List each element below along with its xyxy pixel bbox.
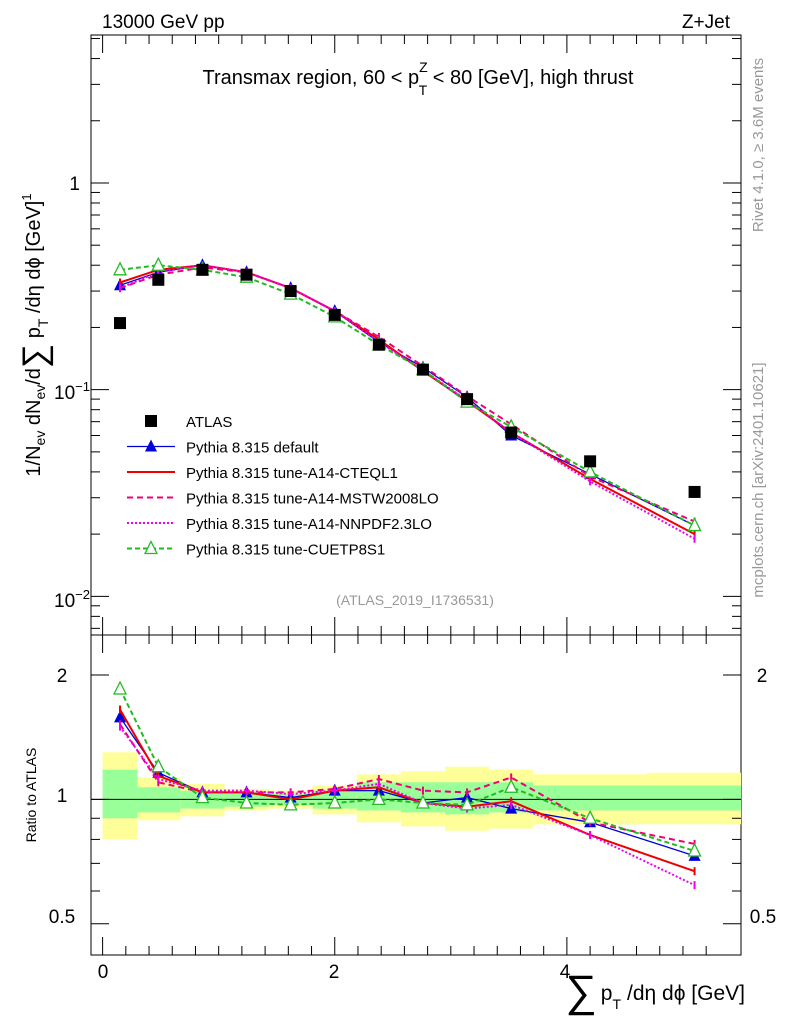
- main-point-atlas-0: [114, 317, 127, 330]
- main-point-atlas-3: [240, 268, 253, 281]
- x-tick-label-2: 2: [329, 962, 340, 983]
- main-point-pythia-8-315-tune-cuetp8s1-0: [112, 261, 128, 276]
- reference-label: (ATLAS_2019_I1736531): [336, 592, 494, 608]
- main-point-pythia-8-315-tune-cuetp8s1-10: [583, 463, 598, 478]
- ratio-point-pythia-8-315-tune-cuetp8s1-1: [151, 758, 166, 773]
- main-point-pythia-8-315-tune-cuetp8s1-1: [151, 256, 166, 271]
- ratio-band-inner-10: [533, 785, 647, 811]
- ratio-point-pythia-8-315-tune-cuetp8s1-10: [583, 809, 598, 824]
- ratio-series-pythia-8-315-tune-cuetp8s1: [112, 680, 702, 857]
- ratio-band-inner-0: [102, 769, 138, 819]
- ratio-line-pythia-8-315-tune-a14-mstw2008lo: [119, 723, 695, 845]
- main-point-atlas-8: [461, 393, 474, 406]
- legend-item-pythia-8-315-tune-a14-mstw2008lo: Pythia 8.315 tune-A14-MSTW2008LO: [127, 491, 439, 508]
- legend-label-pythia-8-315-default: Pythia 8.315 default: [186, 440, 319, 457]
- ratio-point-pythia-8-315-tune-cuetp8s1-9: [504, 778, 519, 793]
- legend-label-pythia-8-315-tune-a14-mstw2008lo: Pythia 8.315 tune-A14-MSTW2008LO: [186, 491, 439, 508]
- main-y-axis-label: 1/Nev dNev/d∑ pT /dη dϕ [GeV]1: [16, 193, 54, 476]
- ratio-point-pythia-8-315-tune-cuetp8s1-3: [239, 794, 254, 809]
- mcplots-label: mcplots.cern.ch [arXiv:2401.10621]: [750, 362, 767, 597]
- main-point-atlas-11: [688, 485, 701, 498]
- main-series-atlas: [114, 263, 701, 498]
- main-point-atlas-1: [152, 273, 165, 286]
- legend-label-atlas: ATLAS: [186, 414, 232, 431]
- ratio-point-pythia-8-315-tune-cuetp8s1-6: [371, 790, 386, 806]
- legend-marker-pythia-8-315-default: [145, 439, 157, 452]
- header-left: 13000 GeV pp: [102, 12, 225, 33]
- legend-item-pythia-8-315-tune-a14-cteql1: Pythia 8.315 tune-A14-CTEQL1: [127, 465, 398, 482]
- ratio-line-pythia-8-315-tune-cuetp8s1: [119, 688, 695, 852]
- ratio-line-pythia-8-315-tune-a14-cteql1: [119, 709, 695, 873]
- legend-item-pythia-8-315-default: Pythia 8.315 default: [127, 439, 319, 457]
- legend-label-pythia-8-315-tune-a14-nnpdf2-3lo: Pythia 8.315 tune-A14-NNPDF2.3LO: [186, 516, 432, 533]
- x-tick-label-4: 4: [560, 962, 571, 983]
- y-tick-label-0.01: 10−2: [54, 587, 90, 612]
- main-series-pythia-8-315-tune-a14-mstw2008lo: [119, 263, 696, 526]
- main-line-pythia-8-315-tune-a14-mstw2008lo: [119, 266, 695, 523]
- main-point-atlas-4: [284, 285, 297, 298]
- main-point-pythia-8-315-tune-cuetp8s1-11: [687, 517, 702, 532]
- y-tick-label-0.1: 10−1: [54, 379, 90, 404]
- ratio-y-tick-label-0.5-left: 0.5: [49, 907, 75, 928]
- ratio-point-pythia-8-315-tune-cuetp8s1-8: [460, 796, 475, 811]
- legend-marker-atlas: [145, 415, 157, 427]
- legend-item-atlas: ATLAS: [145, 414, 232, 431]
- main-point-atlas-6: [372, 338, 385, 351]
- ratio-point-pythia-8-315-tune-cuetp8s1-7: [415, 794, 431, 809]
- main-point-atlas-2: [196, 263, 209, 276]
- x-axis-label: ∑ pT/dη dϕ [GeV]: [565, 967, 745, 1016]
- ratio-point-pythia-8-315-tune-cuetp8s1-2: [195, 789, 210, 804]
- ratio-uncertainty-bands: [91, 752, 741, 840]
- ratio-y-tick-label-0.5-right: 0.5: [750, 907, 776, 928]
- ratio-y-tick-label-2-right: 2: [757, 666, 768, 687]
- main-plot-series: [112, 256, 702, 543]
- axis-ticks: [91, 35, 741, 955]
- ratio-line-pythia-8-315-tune-a14-nnpdf2-3lo: [119, 726, 696, 887]
- legend-item-pythia-8-315-tune-a14-nnpdf2-3lo: Pythia 8.315 tune-A14-NNPDF2.3LO: [127, 516, 432, 533]
- legend: ATLAS Pythia 8.315 default Pythia 8.315 tu…: [127, 414, 439, 559]
- ratio-band-inner-11: [646, 785, 741, 811]
- legend-label-pythia-8-315-tune-cuetp8s1: Pythia 8.315 tune-CUETP8S1: [186, 542, 385, 559]
- main-line-pythia-8-315-tune-cuetp8s1: [119, 264, 696, 527]
- main-point-atlas-10: [584, 455, 597, 468]
- ratio-point-pythia-8-315-tune-cuetp8s1-5: [327, 794, 342, 809]
- x-tick-label-0: 0: [98, 962, 109, 983]
- legend-item-pythia-8-315-tune-cuetp8s1: Pythia 8.315 tune-CUETP8S1: [127, 540, 385, 559]
- ratio-y-axis-label: Ratio to ATLAS: [23, 748, 39, 843]
- y-tick-label-1: 1: [69, 174, 80, 195]
- legend-marker-pythia-8-315-tune-cuetp8s1: [143, 540, 159, 555]
- main-point-atlas-5: [328, 308, 341, 321]
- ratio-point-pythia-8-315-tune-cuetp8s1-4: [283, 796, 298, 811]
- ratio-point-pythia-8-315-tune-cuetp8s1-0: [112, 680, 128, 695]
- rivet-version-label: Rivet 4.1.0, ≥ 3.6M events: [750, 58, 767, 232]
- main-line-pythia-8-315-default: [119, 264, 695, 527]
- main-point-atlas-9: [505, 426, 518, 439]
- main-line-pythia-8-315-tune-a14-nnpdf2-3lo: [119, 264, 696, 540]
- main-point-atlas-7: [416, 363, 429, 376]
- ratio-point-pythia-8-315-default-0: [114, 710, 127, 723]
- y-tick-label-0.01-exponent: −2: [75, 587, 90, 602]
- y-tick-label-0.1-exponent: −1: [75, 379, 90, 394]
- ratio-y-tick-label-2-left: 2: [57, 666, 68, 687]
- ratio-plot-series: [112, 680, 702, 890]
- chart-title: Transmax region, 60 < pZ T < 80 [GeV], hi…: [203, 59, 634, 98]
- legend-label-pythia-8-315-tune-a14-cteql1: Pythia 8.315 tune-A14-CTEQL1: [186, 465, 398, 482]
- header-right: Z+Jet: [682, 12, 731, 33]
- ratio-y-tick-label-1-left: 1: [57, 786, 68, 807]
- ratio-point-pythia-8-315-tune-cuetp8s1-11: [687, 842, 702, 857]
